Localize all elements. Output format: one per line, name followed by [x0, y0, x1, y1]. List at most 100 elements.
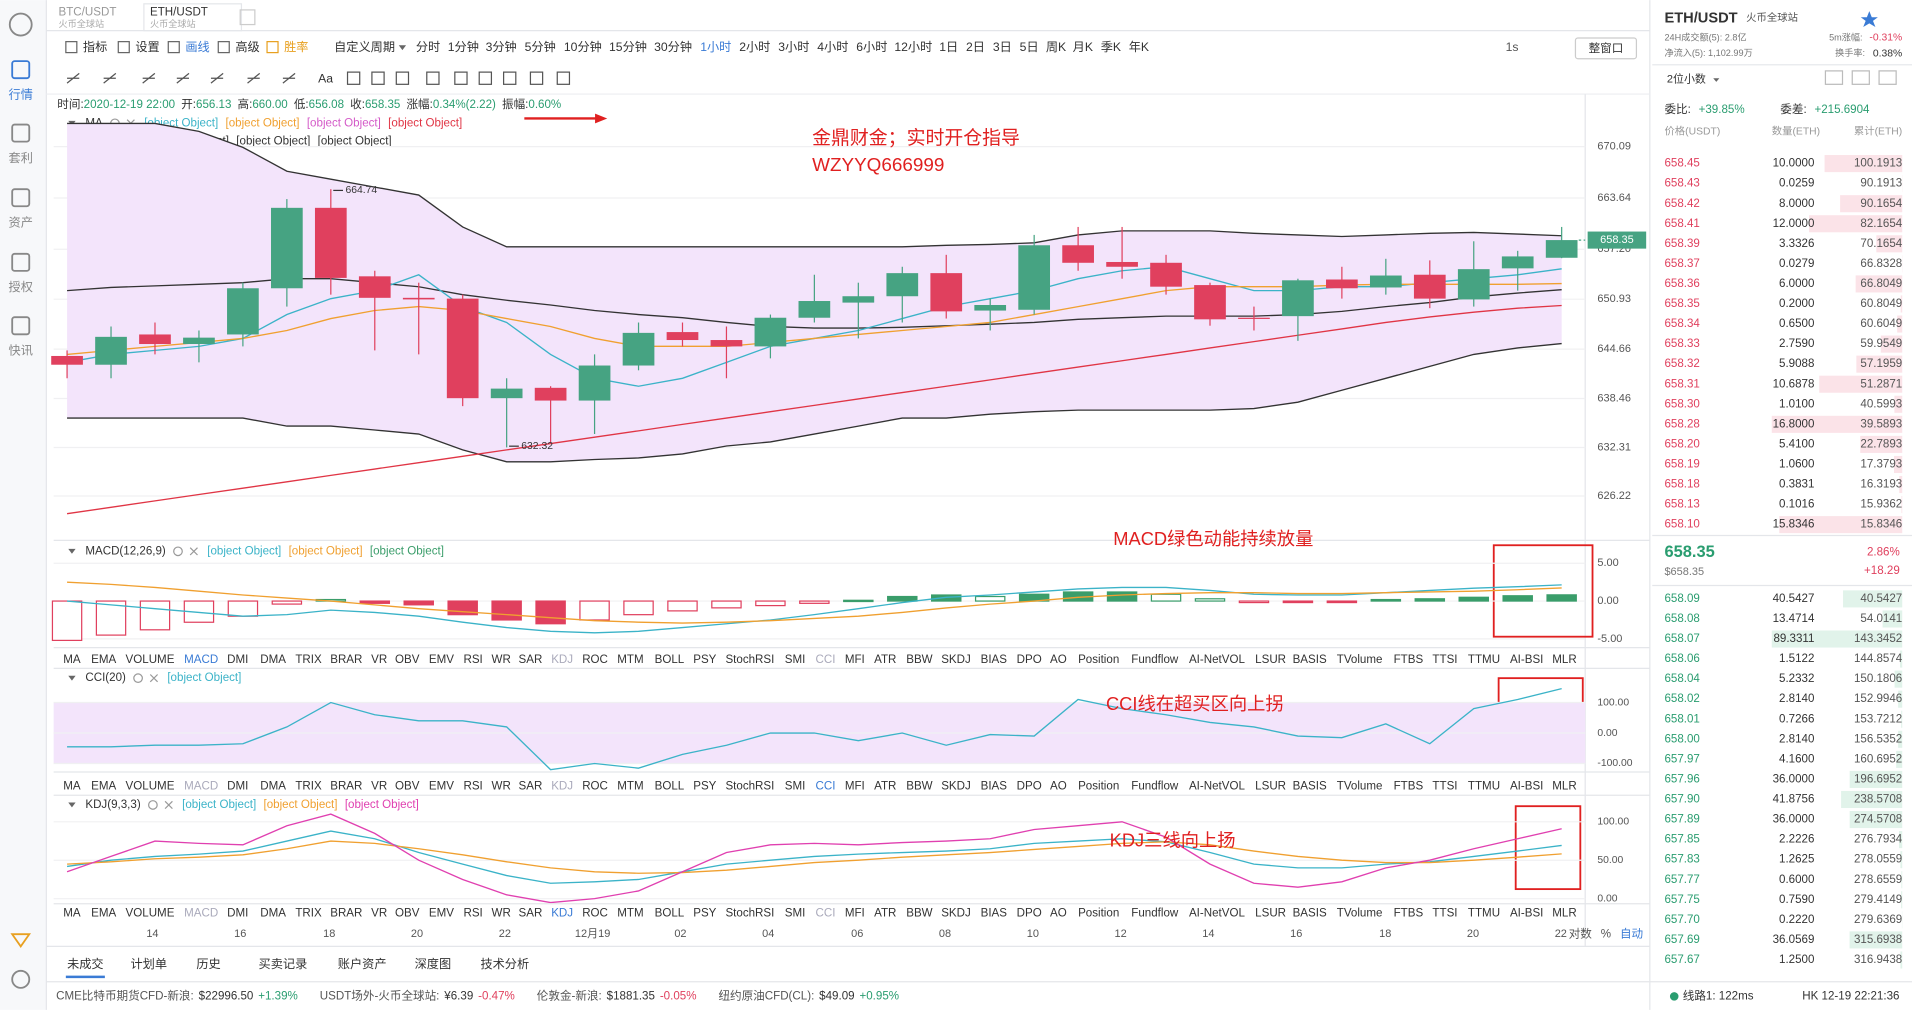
tool[interactable]: 高级: [235, 39, 259, 54]
indicator-tab[interactable]: VOLUME: [126, 654, 175, 666]
indicator-tab[interactable]: Position: [1078, 908, 1119, 920]
nav-icon[interactable]: [11, 188, 31, 208]
indicator-tab[interactable]: FTBS: [1394, 781, 1424, 793]
indicator-tab[interactable]: AI-BSI: [1510, 908, 1543, 920]
indicator-tab[interactable]: TTMU: [1468, 781, 1500, 793]
period[interactable]: 3日: [993, 40, 1012, 54]
period[interactable]: 12小时: [894, 40, 932, 54]
indicator-tab[interactable]: BOLL: [655, 781, 685, 793]
indicator-tab[interactable]: Position: [1078, 781, 1119, 793]
indicator-tab[interactable]: AO: [1050, 654, 1067, 666]
nav-label[interactable]: 快讯: [9, 344, 33, 358]
tool[interactable]: 胜率: [284, 39, 308, 54]
layout-icon[interactable]: [1851, 70, 1870, 85]
indicator-tab[interactable]: AI-BSI: [1510, 781, 1543, 793]
period[interactable]: 月K: [1073, 40, 1093, 54]
indicator-tab[interactable]: MFI: [845, 781, 865, 793]
draw-tool[interactable]: [502, 71, 517, 85]
text-tool[interactable]: Aa: [318, 72, 333, 86]
period[interactable]: 5分钟: [525, 39, 556, 54]
indicator-tab[interactable]: ROC: [582, 654, 608, 666]
indicator-tab[interactable]: WR: [492, 908, 511, 920]
indicator-tab[interactable]: ROC: [582, 781, 608, 793]
tab-pair[interactable]: ETH/USDT: [150, 6, 208, 18]
tab-pair[interactable]: BTC/USDT: [59, 6, 117, 18]
draw-tool[interactable]: [529, 71, 544, 85]
indicator-tab[interactable]: ATR: [874, 654, 896, 666]
indicator-tab[interactable]: MTM: [617, 908, 643, 920]
indicator-tab[interactable]: MFI: [845, 908, 865, 920]
tool[interactable]: 设置: [135, 40, 159, 54]
draw-tool[interactable]: [556, 71, 571, 85]
axis-option[interactable]: 对数: [1569, 926, 1593, 940]
indicator-tab[interactable]: BOLL: [655, 908, 685, 920]
indicator-tab[interactable]: SMI: [785, 654, 806, 666]
indicator-tab[interactable]: RSI: [463, 654, 482, 666]
indicator-tab[interactable]: Fundflow: [1131, 781, 1179, 793]
decimals[interactable]: 2位小数: [1667, 71, 1706, 85]
indicator-tab[interactable]: MLR: [1552, 908, 1576, 920]
indicator-tab[interactable]: MACD: [184, 781, 218, 793]
draw-tool[interactable]: [176, 72, 190, 84]
indicator-tab[interactable]: PSY: [693, 654, 716, 666]
period[interactable]: 2日: [966, 40, 985, 54]
indicator-tab[interactable]: StochRSI: [725, 908, 774, 920]
indicator-tab[interactable]: KDJ: [551, 908, 573, 920]
nav-icon[interactable]: [11, 252, 31, 272]
period[interactable]: 季K: [1101, 40, 1121, 54]
indicator-tab[interactable]: Fundflow: [1131, 654, 1179, 666]
nav-label[interactable]: 套利: [9, 151, 33, 165]
indicator-tab[interactable]: AI-NetVOL: [1189, 781, 1246, 793]
draw-tool[interactable]: [371, 71, 385, 85]
indicator-tab[interactable]: TTMU: [1468, 908, 1500, 920]
indicator-tab[interactable]: BIAS: [981, 781, 1008, 793]
indicator-tab[interactable]: DMA: [260, 781, 286, 793]
draw-tool[interactable]: [103, 72, 117, 84]
layout-icon[interactable]: [1878, 70, 1897, 85]
indicator-tab[interactable]: LSUR: [1255, 908, 1286, 920]
indicator-tab[interactable]: AI-BSI: [1510, 654, 1543, 666]
indicator-tab[interactable]: TVolume: [1337, 654, 1383, 666]
window-button-label[interactable]: 整窗口: [1589, 41, 1624, 55]
vip-icon[interactable]: [10, 933, 32, 949]
indicator-tab[interactable]: DPO: [1017, 781, 1042, 793]
period[interactable]: 6小时: [856, 40, 887, 54]
indicator-tab[interactable]: DPO: [1017, 908, 1042, 920]
indicator-tab[interactable]: MFI: [845, 654, 865, 666]
bottom-tab[interactable]: 历史: [196, 957, 220, 971]
tool[interactable]: 指标: [83, 39, 107, 54]
indicator-tab[interactable]: SAR: [519, 908, 543, 920]
period[interactable]: 2小时: [739, 40, 770, 54]
indicator-tab[interactable]: PSY: [693, 781, 716, 793]
indicator-tab[interactable]: EMV: [429, 654, 454, 666]
indicator-tab[interactable]: TTMU: [1468, 654, 1500, 666]
indicator-tab[interactable]: SMI: [785, 781, 806, 793]
indicator-tab[interactable]: DMI: [227, 781, 248, 793]
indicator-tab[interactable]: TTSI: [1432, 781, 1457, 793]
layout-icon[interactable]: [1824, 70, 1844, 85]
bottom-tab[interactable]: 未成交: [67, 956, 104, 971]
draw-tool[interactable]: [426, 71, 440, 85]
draw-tool[interactable]: [346, 71, 361, 85]
indicator-tab[interactable]: Position: [1078, 654, 1119, 666]
indicator-tab[interactable]: TTSI: [1432, 654, 1457, 666]
indicator-tab[interactable]: TVolume: [1337, 781, 1383, 793]
indicator-tab[interactable]: BOLL: [655, 654, 685, 666]
bottom-tab[interactable]: 账户资产: [338, 956, 387, 971]
axis-option[interactable]: %: [1601, 928, 1611, 940]
indicator-tab[interactable]: DMI: [227, 908, 248, 920]
draw-tool[interactable]: [282, 72, 296, 84]
bottom-tab[interactable]: 计划单: [130, 957, 167, 971]
indicator-tab[interactable]: AO: [1050, 781, 1067, 793]
indicator-tab[interactable]: MTM: [617, 781, 643, 793]
indicator-tab[interactable]: EMA: [91, 908, 116, 920]
indicator-tab[interactable]: BRAR: [330, 908, 362, 920]
indicator-tab[interactable]: FTBS: [1394, 654, 1424, 666]
indicator-tab[interactable]: BRAR: [330, 781, 362, 793]
bottom-tab[interactable]: 技术分析: [480, 957, 529, 971]
indicator-tab[interactable]: EMA: [91, 781, 116, 793]
settings-icon[interactable]: [11, 969, 31, 989]
tool[interactable]: 画线: [185, 40, 209, 54]
period[interactable]: 4小时: [817, 40, 848, 54]
indicator-tab[interactable]: MACD: [184, 654, 218, 666]
